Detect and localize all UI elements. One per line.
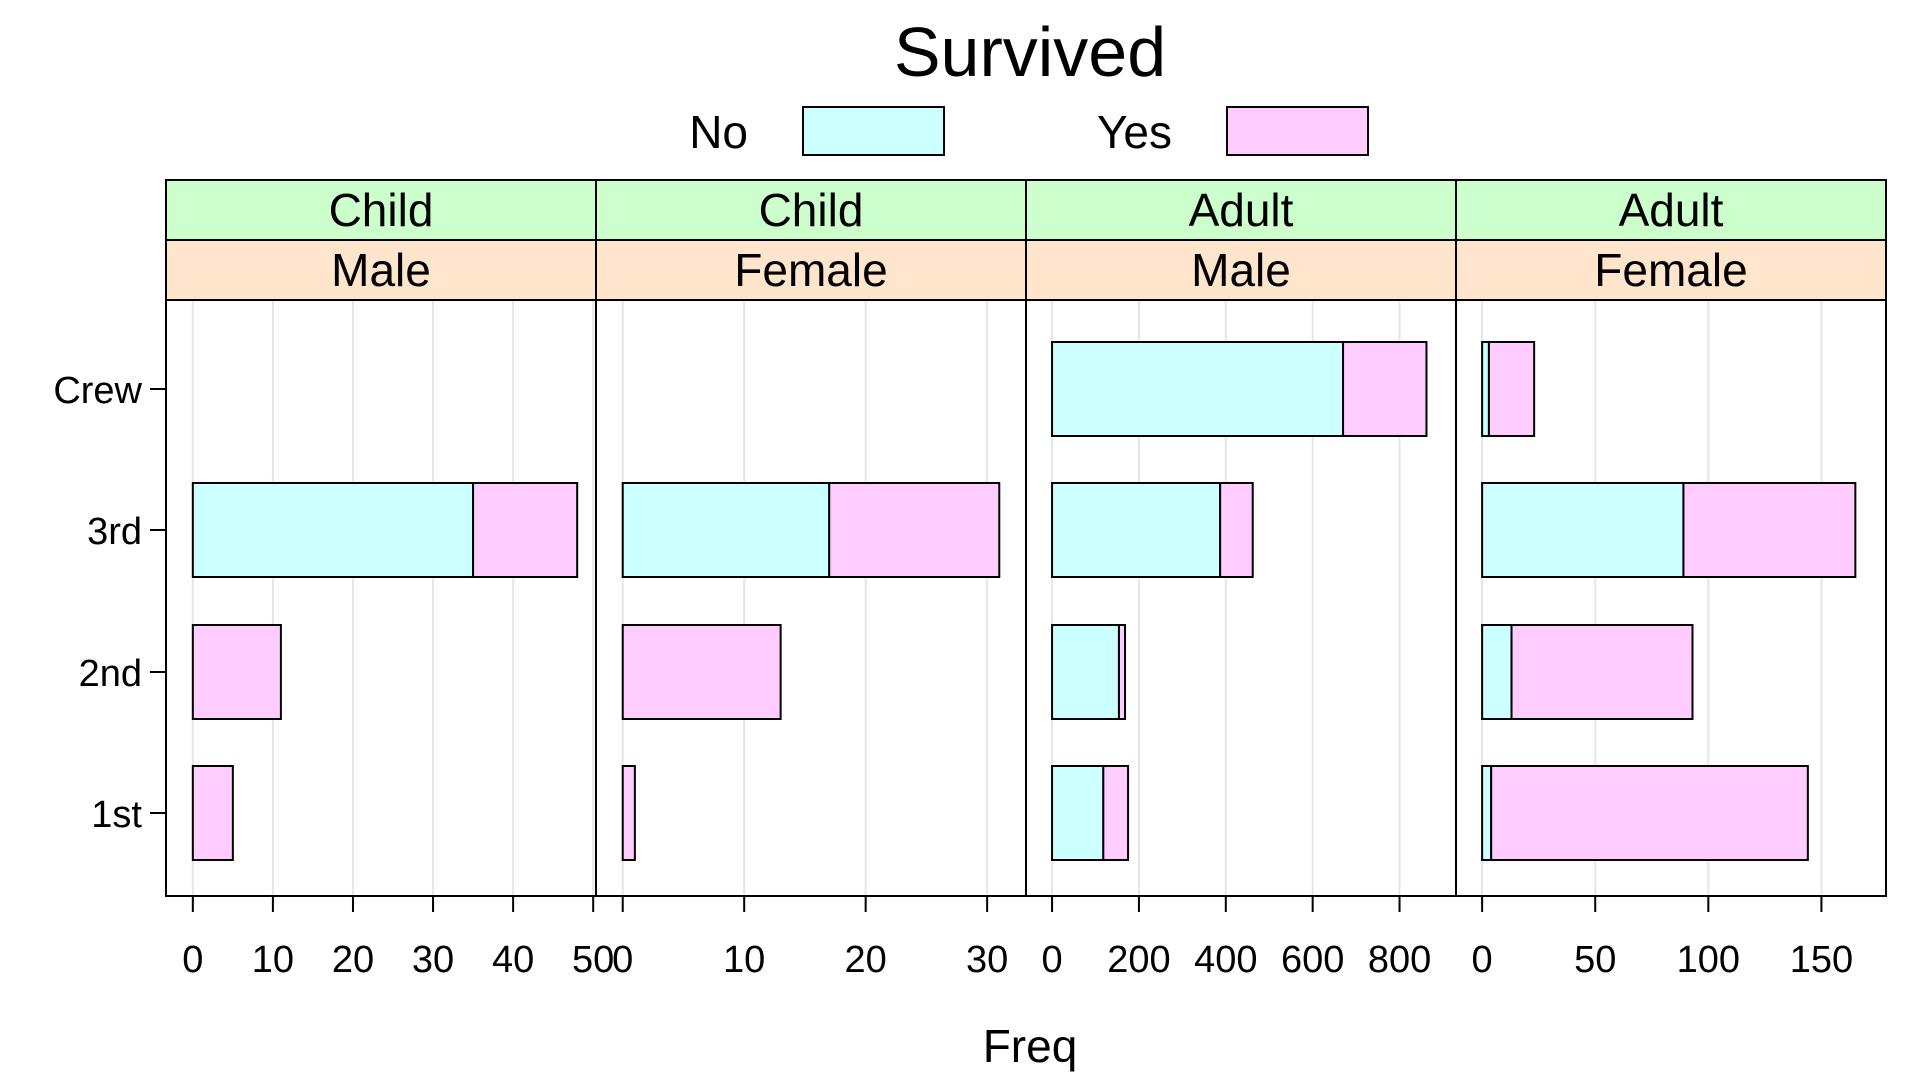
bar-1st-no	[1481, 765, 1493, 861]
x-tick-label: 10	[252, 939, 294, 981]
y-tick-label-3rd: 3rd	[87, 511, 142, 553]
bar-1st-yes	[1490, 765, 1809, 861]
x-tick-label: 10	[723, 939, 765, 981]
bar-3rd-no	[1481, 482, 1685, 578]
x-axis-label: Freq	[983, 1020, 1078, 1072]
panel-child-female: Child Female 0 10 20 30	[595, 179, 1027, 981]
bar-crew-no	[1051, 341, 1345, 437]
bar-3rd-no	[191, 482, 475, 578]
panel-adult-female: Adult Female 0 50 100 150	[1455, 179, 1887, 981]
legend-label-yes: Yes	[1097, 106, 1172, 158]
bar-1st-no	[1051, 765, 1105, 861]
strip-sex	[1455, 239, 1887, 301]
bar-1st-yes	[621, 765, 636, 861]
panel-border	[1455, 299, 1887, 897]
x-tick-label: 100	[1677, 939, 1740, 981]
strip-age-label: Child	[759, 184, 864, 236]
bar-3rd-yes	[1682, 482, 1857, 578]
x-tick-label: 40	[492, 939, 534, 981]
bar-2nd-yes	[1117, 624, 1127, 720]
bar-3rd-yes	[1219, 482, 1254, 578]
x-tick-label: 200	[1107, 939, 1170, 981]
x-tick-label: 20	[332, 939, 374, 981]
x-tick-label: 600	[1281, 939, 1344, 981]
strip-age	[165, 179, 597, 241]
panels: Child Male 0 10 20 30 40 50 Child Female 0 10 20 30 Ad…	[165, 179, 1887, 981]
panel-child-male: Child Male 0 10 20 30 40 50	[165, 179, 614, 981]
strip-age-label: Adult	[1189, 184, 1294, 236]
x-tick-label: 50	[1574, 939, 1616, 981]
bar-3rd-yes	[472, 482, 579, 578]
y-tick-label-2nd: 2nd	[79, 653, 142, 695]
x-tick-label: 800	[1368, 939, 1431, 981]
strip-age-label: Child	[329, 184, 434, 236]
x-tick-label: 30	[966, 939, 1008, 981]
strip-age-label: Adult	[1619, 184, 1724, 236]
x-tick-label: 0	[612, 939, 633, 981]
y-tick-label-1st: 1st	[91, 794, 142, 836]
strip-sex-label: Male	[331, 244, 431, 296]
bar-2nd-no	[1051, 624, 1120, 720]
strip-sex-label: Female	[734, 244, 887, 296]
y-tick-label-crew: Crew	[53, 370, 142, 412]
strip-sex-label: Female	[1594, 244, 1747, 296]
strip-sex	[595, 239, 1027, 301]
x-tick-label: 400	[1194, 939, 1257, 981]
x-tick-label: 50	[572, 939, 614, 981]
x-tick-label: 150	[1790, 939, 1853, 981]
bar-2nd-yes	[1510, 624, 1694, 720]
chart-title: Survived	[894, 13, 1166, 91]
bar-crew-yes	[1487, 341, 1536, 437]
legend-swatch-no	[802, 106, 945, 156]
bar-3rd-no	[1051, 482, 1222, 578]
legend-label-no: No	[689, 106, 748, 158]
bar-crew-no	[1481, 341, 1490, 437]
bar-2nd-no	[1481, 624, 1513, 720]
panel-border	[595, 299, 1027, 897]
x-tick-label: 0	[1472, 939, 1493, 981]
bar-1st-yes	[1102, 765, 1130, 861]
x-tick-label: 30	[412, 939, 454, 981]
panel-adult-male: Adult Male 0 200 400 600 800	[1025, 179, 1457, 981]
bar-2nd-yes	[621, 624, 782, 720]
bar-crew-yes	[1342, 341, 1428, 437]
x-tick-label: 0	[182, 939, 203, 981]
strip-sex-label: Male	[1191, 244, 1291, 296]
bar-1st-yes	[191, 765, 234, 861]
strip-age	[1455, 179, 1887, 241]
bar-2nd-yes	[191, 624, 282, 720]
y-axis: 1st 2nd 3rd Crew	[53, 370, 166, 836]
bar-3rd-no	[621, 482, 831, 578]
legend: No Yes	[689, 106, 1369, 158]
x-tick-label: 0	[1041, 939, 1062, 981]
legend-swatch-yes	[1226, 106, 1369, 156]
x-tick-label: 20	[845, 939, 887, 981]
bar-3rd-yes	[828, 482, 1001, 578]
